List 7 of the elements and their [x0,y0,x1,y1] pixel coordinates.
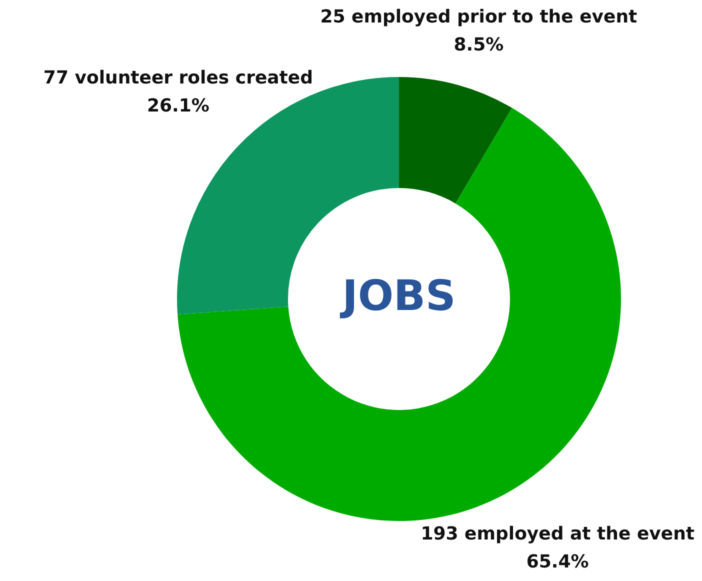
data-label: 65.4% [526,552,589,573]
data-label: 8.5% [454,34,504,56]
slice-label: 25 employed prior to the event [320,6,638,28]
text: JOBS [339,270,456,320]
slice-label: 77 volunteer roles created [43,68,313,89]
data-label: 26.1% [146,96,210,117]
slice-label: 193 employed at the event [420,524,695,545]
